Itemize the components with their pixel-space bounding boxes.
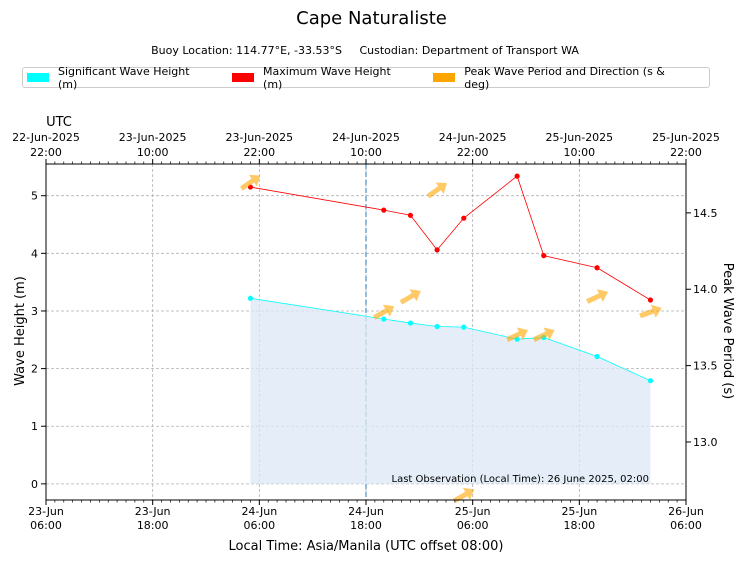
x-tick-label: 23-Jun [135, 505, 171, 518]
x-top-tick-label: 22:00 [243, 146, 275, 159]
maximum-wave-line [250, 175, 651, 301]
maximum-wave-point [461, 215, 467, 221]
period-arrow [239, 174, 261, 191]
x-tick-label: 26-Jun [668, 505, 704, 518]
maximum-wave-point [541, 253, 547, 259]
x-tick-label: 06:00 [30, 519, 62, 532]
significant-wave-area [250, 298, 651, 484]
period-arrow-shape [506, 327, 528, 342]
legend-label-maximum: Maximum Wave Height (m) [263, 64, 391, 91]
significant-area [250, 298, 651, 484]
maximum-wave-point [381, 207, 387, 213]
x-tick-label: 18:00 [563, 519, 595, 532]
significant-wave-point [434, 323, 440, 330]
x-axis-label: Local Time: Asia/Manila (UTC offset 08:0… [229, 539, 504, 554]
y-tick-label: 2 [31, 363, 38, 376]
maximum-wave-point [434, 247, 440, 253]
x-tick-label: 18:00 [137, 519, 169, 532]
significant-wave-point [407, 320, 414, 326]
y-axis-label: Wave Height (m) [13, 276, 28, 386]
y2-tick-label: 14.5 [693, 207, 718, 220]
x-tick-label: 18:00 [350, 519, 382, 532]
x-top-tick-label: 22:00 [670, 146, 702, 159]
maximum-wave-point [594, 265, 600, 271]
period-arrow-shape [239, 174, 261, 191]
y2-tick-label: 13.5 [693, 360, 718, 373]
significant-wave-point [647, 378, 654, 384]
last-observation-annotation: Last Observation (Local Time): 26 June 2… [392, 474, 650, 485]
maximum-wave-point [647, 297, 654, 303]
period-arrow [426, 182, 447, 199]
significant-wave-point [594, 353, 600, 360]
period-arrow-shape [453, 487, 475, 504]
period-arrow-shape [373, 304, 395, 320]
period-arrow-shape [426, 182, 447, 199]
series-lines [247, 173, 654, 384]
significant-wave-point [461, 324, 467, 330]
y2-tick-label: 14.0 [693, 283, 718, 296]
period-arrow-shape [399, 289, 421, 305]
significant-wave-point [247, 295, 254, 301]
custodian: Custodian: Department of Transport WA [359, 44, 579, 57]
x-top-tick-label: 24-Jun-2025 [439, 131, 507, 144]
x-tick-label: 25-Jun [561, 505, 597, 518]
x-top-tick-label: 10:00 [350, 146, 382, 159]
legend-item-period: Peak Wave Period and Direction (s & deg) [433, 65, 693, 91]
x-tick-label: 24-Jun [241, 505, 277, 518]
period-arrow [453, 487, 475, 504]
period-arrow [532, 327, 555, 342]
y-tick-label: 0 [31, 478, 38, 491]
x-top-tick-label: 22:00 [30, 146, 62, 159]
period-arrow-shape [639, 304, 662, 319]
y-tick-label: 5 [31, 190, 38, 203]
y2-tick-label: 13.0 [693, 436, 718, 449]
period-arrow [373, 304, 395, 320]
chart-subtitle: Buoy Location: 114.77°E, -33.53°S Custod… [0, 44, 730, 57]
top-axis-label: UTC [46, 115, 72, 130]
period-arrow [586, 289, 608, 304]
legend-swatch-significant [27, 73, 49, 82]
x-top-tick-label: 25-Jun-2025 [545, 131, 613, 144]
x-tick-label: 25-Jun [455, 505, 491, 518]
legend-label-significant: Significant Wave Height (m) [57, 64, 190, 91]
x-top-tick-label: 22-Jun-2025 [12, 131, 80, 144]
period-arrow-shape [586, 289, 608, 304]
y2-axis-label: Peak Wave Period (s) [720, 263, 735, 399]
legend: Significant Wave Height (m) Maximum Wave… [22, 65, 710, 91]
x-top-tick-label: 25-Jun-2025 [652, 131, 720, 144]
axes: 23-Jun06:0023-Jun18:0024-Jun06:0024-Jun1… [12, 131, 720, 532]
period-arrow [399, 289, 421, 305]
x-tick-label: 06:00 [670, 519, 702, 532]
buoy-location: Buoy Location: 114.77°E, -33.53°S [151, 44, 342, 57]
x-top-tick-label: 22:00 [457, 146, 489, 159]
legend-item-significant: Significant Wave Height (m) [27, 65, 212, 91]
period-arrow-shape [532, 327, 555, 342]
x-top-tick-label: 23-Jun-2025 [119, 131, 187, 144]
x-top-tick-label: 10:00 [563, 146, 595, 159]
x-tick-label: 06:00 [457, 519, 489, 532]
maximum-wave-point [407, 212, 414, 218]
x-top-tick-label: 10:00 [137, 146, 169, 159]
period-arrows [239, 174, 662, 504]
x-tick-label: 06:00 [243, 519, 275, 532]
period-arrow [506, 327, 528, 342]
maximum-wave-point [514, 173, 520, 179]
chart-title: Cape Naturaliste [296, 8, 447, 29]
x-tick-label: 23-Jun [28, 505, 64, 518]
y-tick-label: 3 [31, 305, 38, 318]
y-tick-label: 1 [31, 420, 38, 433]
legend-label-period: Peak Wave Period and Direction (s & deg) [464, 64, 665, 91]
y-tick-label: 4 [31, 247, 38, 260]
x-top-tick-label: 23-Jun-2025 [225, 131, 293, 144]
x-tick-label: 24-Jun [348, 505, 384, 518]
significant-wave-point [381, 316, 387, 322]
x-top-tick-label: 24-Jun-2025 [332, 131, 400, 144]
legend-swatch-maximum [232, 73, 255, 82]
legend-item-maximum: Maximum Wave Height (m) [232, 65, 413, 91]
legend-swatch-period [433, 73, 456, 82]
period-arrow [639, 304, 662, 319]
